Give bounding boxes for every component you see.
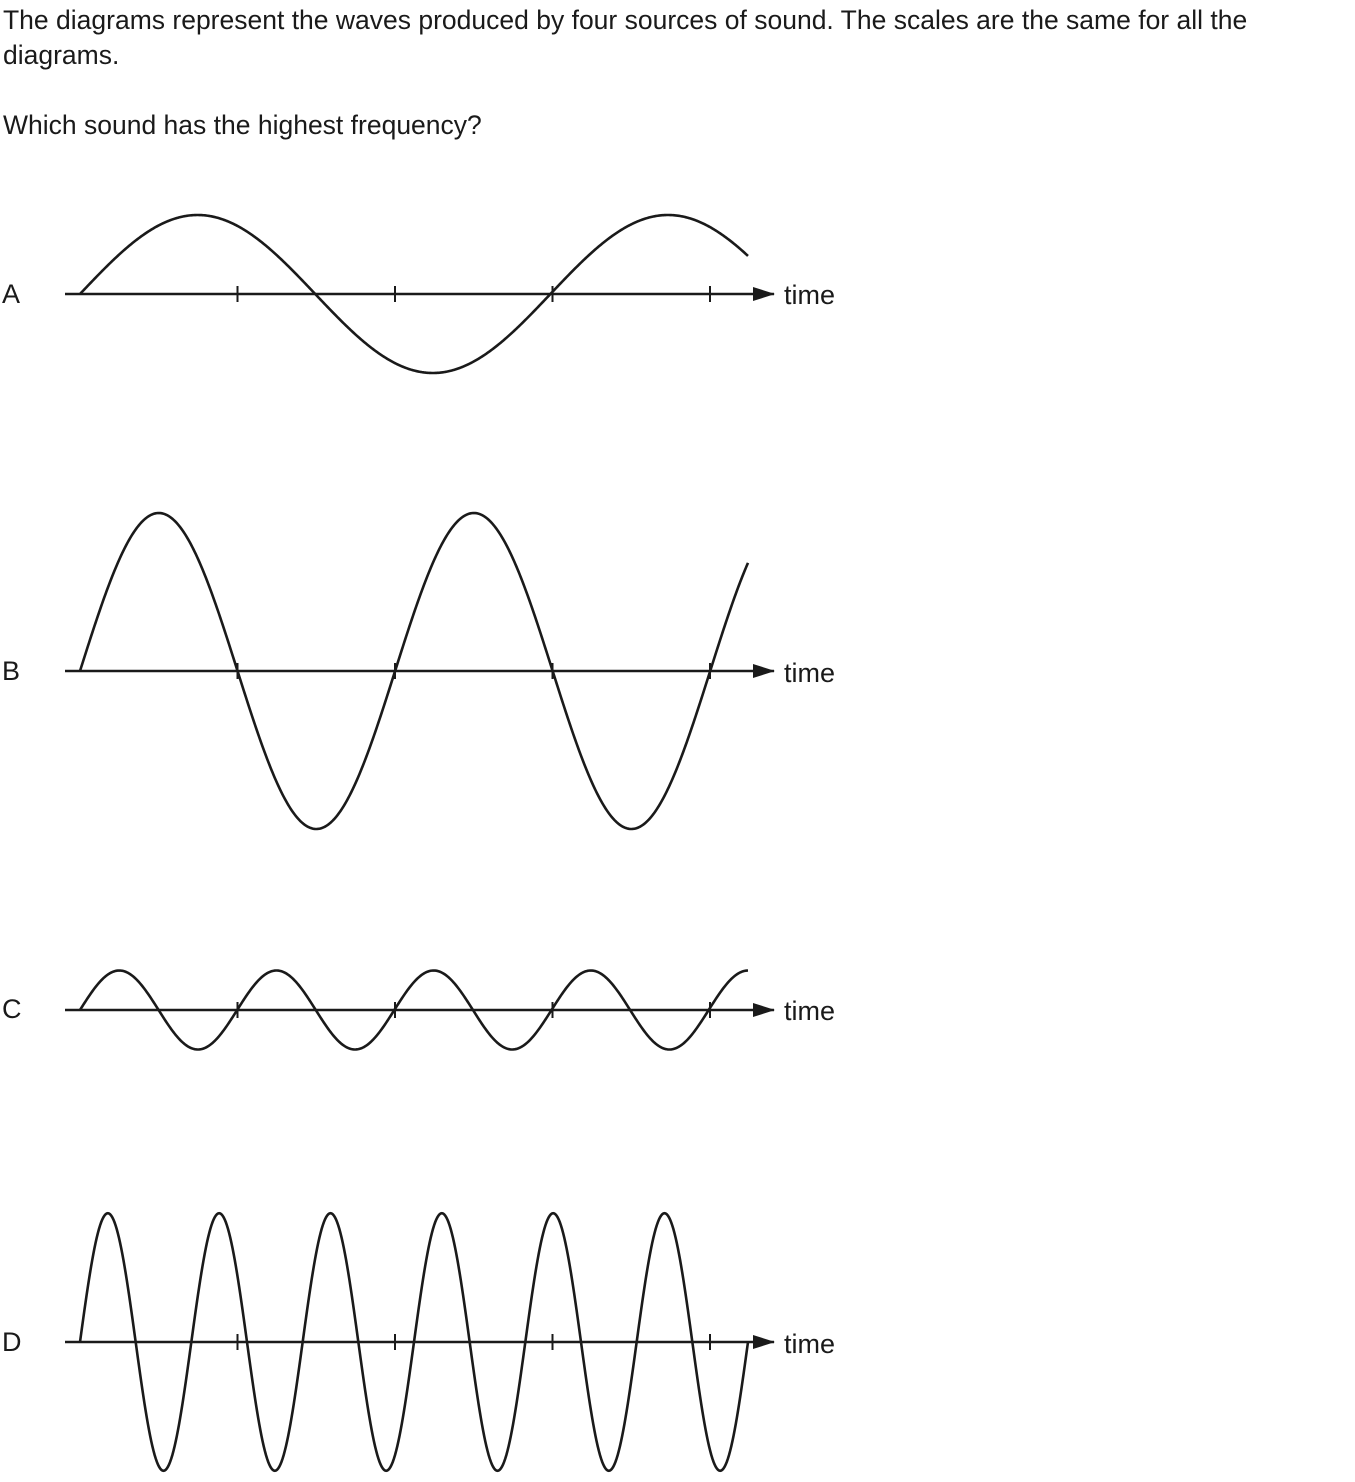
axis-ticks-d — [236, 1334, 711, 1350]
wave-panel-c: C time — [2, 969, 835, 1051]
question-stem: The diagrams represent the waves produce… — [3, 5, 1248, 70]
time-label-a: time — [784, 280, 835, 310]
time-label-c: time — [784, 996, 835, 1026]
option-letter-b: B — [2, 656, 20, 686]
wave-curve-b — [78, 511, 750, 831]
axis-ticks-a — [236, 286, 711, 302]
wave-curve-a — [79, 213, 749, 375]
wave-panel-b: B time — [2, 511, 835, 831]
wave-panel-d: D time — [2, 1211, 835, 1473]
wave-curve-d — [78, 1211, 750, 1473]
option-letter-d: D — [2, 1327, 22, 1357]
question-prompt: Which sound has the highest frequency? — [3, 110, 482, 140]
option-letter-c: C — [2, 994, 22, 1024]
question-text: The diagrams represent the waves produce… — [3, 3, 1348, 143]
time-label-d: time — [784, 1329, 835, 1359]
wave-curve-c — [78, 969, 749, 1051]
time-label-b: time — [784, 658, 835, 688]
wave-panel-a: A time — [2, 213, 835, 375]
option-letter-a: A — [2, 279, 20, 309]
